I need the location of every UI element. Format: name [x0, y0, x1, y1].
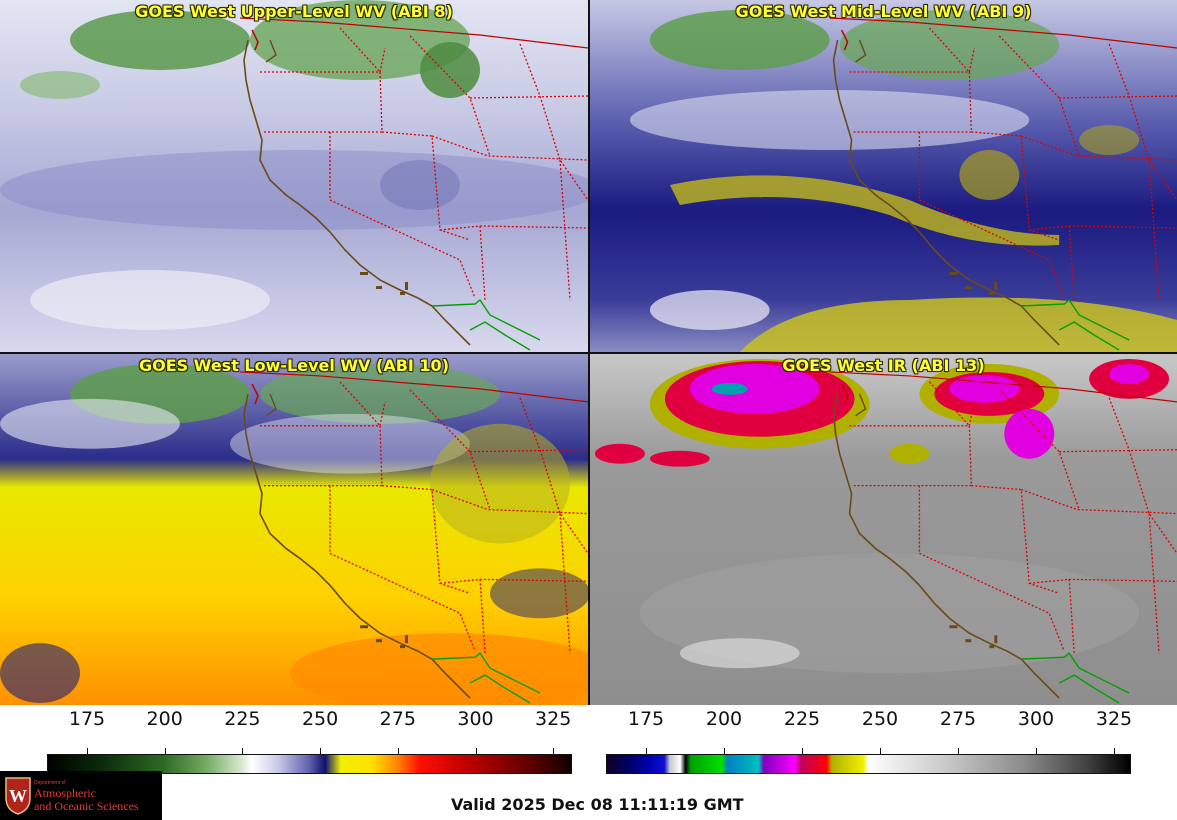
- valid-time: Valid 2025 Dec 08 11:11:19 GMT: [451, 795, 744, 814]
- uw-crest-icon: W: [5, 777, 31, 815]
- ir-image: [590, 354, 1177, 705]
- wv-tick-mark: [242, 748, 244, 754]
- wv-tick-mark: [397, 748, 399, 754]
- wv-tick-label: 325: [535, 708, 572, 730]
- upper-level-wv-image: [0, 0, 588, 352]
- wv-tick-mark: [164, 748, 166, 754]
- wv-tick-mark: [475, 748, 477, 754]
- mid-level-wv-panel: GOES West Mid-Level WV (ABI 9): [590, 0, 1177, 352]
- ir-tick-mark: [880, 748, 881, 754]
- ir-title: GOES West IR (ABI 13): [782, 356, 985, 375]
- wv-colorbar: 175 200 225 250 275 300 325: [47, 708, 572, 778]
- wv-colorbar-ticks: 175 200 225 250 275 300 325: [47, 708, 572, 736]
- ir-tick-mark: [1114, 748, 1115, 754]
- ir-tick-mark: [1036, 748, 1037, 754]
- ir-tick-label: 325: [1095, 708, 1133, 730]
- logo-department: Department of: [34, 780, 66, 786]
- svg-text:W: W: [9, 786, 27, 806]
- wv-tick-label: 175: [68, 708, 106, 730]
- ir-tick-mark: [802, 748, 803, 754]
- aos-logo: W Department of Atmospheric and Oceanic …: [0, 771, 162, 820]
- mid-level-wv-image: [590, 0, 1177, 352]
- mid-level-wv-title: GOES West Mid-Level WV (ABI 9): [735, 2, 1032, 21]
- wv-tick-mark: [320, 748, 322, 754]
- ir-tick-label: 275: [939, 708, 977, 730]
- wv-colorbar-strip: [47, 754, 572, 774]
- logo-line1: Atmospheric: [34, 786, 96, 800]
- ir-tick-mark: [724, 748, 725, 754]
- ir-tick-label: 300: [1017, 708, 1055, 730]
- low-level-wv-title: GOES West Low-Level WV (ABI 10): [138, 356, 449, 375]
- ir-tick-label: 175: [627, 708, 665, 730]
- ir-tick-mark: [646, 748, 647, 754]
- ir-colorbar: 175 200 225 250 275 300 325: [606, 708, 1133, 778]
- ir-tick-label: 225: [783, 708, 821, 730]
- wv-tick-label: 300: [457, 708, 494, 730]
- low-level-wv-panel: GOES West Low-Level WV (ABI 10): [0, 354, 588, 705]
- ir-tick-mark: [958, 748, 959, 754]
- wv-tick-label: 275: [379, 708, 416, 730]
- wv-tick-mark: [87, 748, 88, 754]
- upper-level-wv-panel: GOES West Upper-Level WV (ABI 8): [0, 0, 588, 352]
- upper-level-wv-title: GOES West Upper-Level WV (ABI 8): [135, 2, 453, 21]
- ir-colorbar-ticks: 175 200 225 250 275 300 325: [606, 708, 1133, 736]
- wv-tick-label: 250: [301, 708, 339, 730]
- logo-line2: and Oceanic Sciences: [34, 799, 139, 813]
- panel-divider-horizontal: [0, 352, 1177, 354]
- ir-panel: GOES West IR (ABI 13): [590, 354, 1177, 705]
- ir-tick-label: 250: [861, 708, 899, 730]
- ir-tick-label: 200: [705, 708, 743, 730]
- ir-colorbar-strip: [606, 754, 1131, 774]
- wv-tick-mark: [553, 748, 555, 754]
- wv-tick-label: 225: [224, 708, 261, 730]
- wv-tick-label: 200: [146, 708, 183, 730]
- low-level-wv-image: [0, 354, 588, 705]
